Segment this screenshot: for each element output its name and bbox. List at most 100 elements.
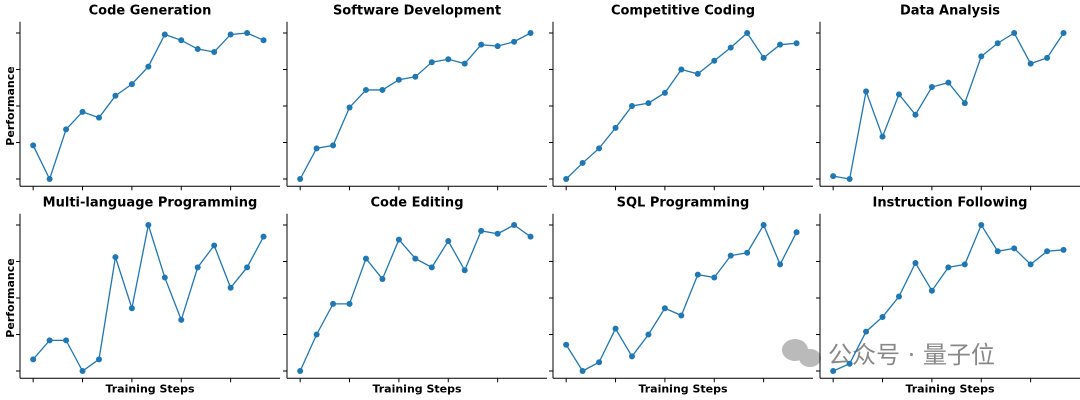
point [494, 43, 501, 50]
point [895, 293, 902, 300]
point [161, 274, 168, 281]
point [961, 100, 968, 107]
point [194, 264, 201, 271]
chart-title: Data Analysis [900, 4, 1000, 19]
point [527, 30, 534, 36]
point [330, 300, 337, 307]
point [945, 264, 952, 271]
point [46, 176, 53, 182]
point [694, 271, 701, 278]
point [494, 230, 501, 237]
chart-title: Software Development [333, 4, 501, 19]
point [760, 54, 767, 61]
point [346, 300, 353, 307]
point [527, 233, 534, 240]
point [711, 274, 718, 281]
chart-title: Code Generation [89, 4, 212, 19]
point [563, 176, 570, 182]
point [297, 176, 304, 182]
point [244, 264, 251, 271]
point [661, 89, 668, 96]
point [678, 66, 685, 73]
point [579, 368, 586, 374]
point [612, 124, 619, 131]
watermark: 公众号 · 量子位 [828, 341, 995, 369]
chart-title: SQL Programming [617, 196, 750, 211]
point [628, 353, 635, 360]
point [428, 59, 435, 66]
chart-title: Multi-language Programming [43, 196, 258, 211]
point [945, 79, 952, 86]
x-axis-label: Training Steps [105, 382, 195, 395]
point [395, 76, 402, 83]
point [596, 359, 603, 366]
point [846, 360, 853, 367]
point [830, 368, 837, 374]
point [79, 108, 86, 115]
point [30, 142, 37, 149]
point [478, 227, 485, 234]
line [299, 32, 531, 180]
point [978, 53, 985, 60]
point [912, 111, 919, 118]
point [313, 331, 320, 338]
point [678, 312, 685, 319]
chart-title: Code Editing [371, 196, 464, 211]
point [744, 30, 751, 36]
point [461, 267, 468, 274]
point [194, 46, 201, 53]
point [461, 60, 468, 67]
point [711, 57, 718, 64]
point [1044, 54, 1051, 61]
point [79, 368, 86, 374]
point [760, 222, 767, 228]
point [260, 37, 267, 44]
x-axis-label: Training Steps [372, 382, 462, 395]
point [260, 233, 267, 240]
point [793, 40, 800, 47]
line [565, 223, 798, 372]
x-axis-label: Training Steps [905, 382, 995, 395]
point [645, 100, 652, 107]
watermark-icon [782, 339, 821, 367]
point [1011, 30, 1018, 36]
point [961, 261, 968, 268]
chart-title: Competitive Coding [611, 4, 755, 19]
point [645, 331, 652, 338]
point [994, 248, 1001, 255]
point [145, 222, 152, 228]
point [727, 252, 734, 259]
point [379, 86, 386, 93]
point [511, 38, 518, 45]
point [1027, 60, 1034, 67]
y-axis-label: Performance [4, 258, 17, 337]
line [299, 224, 531, 372]
point [330, 142, 337, 149]
point [297, 368, 304, 374]
point [128, 305, 135, 312]
point [211, 48, 218, 55]
point [161, 31, 168, 38]
point [227, 284, 234, 291]
point [628, 103, 635, 109]
point [727, 44, 734, 51]
chart-title: Instruction Following [873, 196, 1028, 211]
point [95, 114, 102, 121]
point [694, 70, 701, 77]
line [32, 32, 264, 181]
point [928, 287, 935, 294]
line [565, 32, 797, 180]
point [145, 63, 152, 70]
point [428, 264, 435, 271]
point [1044, 248, 1051, 255]
point [178, 37, 185, 44]
point [178, 316, 185, 323]
point [412, 255, 419, 262]
point [912, 259, 919, 266]
point [1060, 246, 1067, 253]
point [30, 356, 37, 363]
point [478, 41, 485, 48]
point [879, 313, 886, 320]
point [994, 40, 1001, 47]
